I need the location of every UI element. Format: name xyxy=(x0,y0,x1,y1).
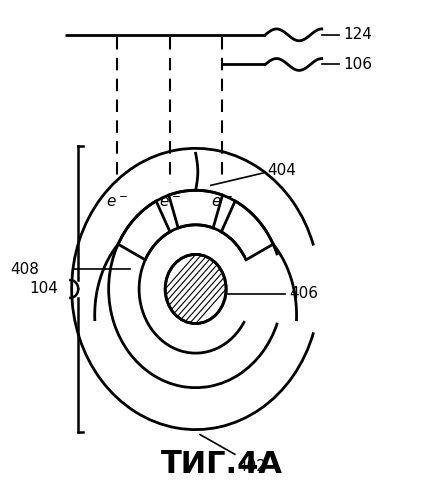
Text: 406: 406 xyxy=(289,286,318,301)
Text: $e^-$: $e^-$ xyxy=(159,195,180,210)
Text: 124: 124 xyxy=(343,27,373,42)
Text: $e^-$: $e^-$ xyxy=(107,195,128,210)
Text: 106: 106 xyxy=(343,57,373,72)
Text: 408: 408 xyxy=(10,262,39,277)
Text: ΤИГ.4А: ΤИГ.4А xyxy=(161,450,283,479)
Circle shape xyxy=(165,254,226,323)
Text: 404: 404 xyxy=(267,163,296,178)
Text: $e^-$: $e^-$ xyxy=(211,195,233,210)
Text: 402: 402 xyxy=(237,459,266,474)
Text: 104: 104 xyxy=(29,281,58,296)
